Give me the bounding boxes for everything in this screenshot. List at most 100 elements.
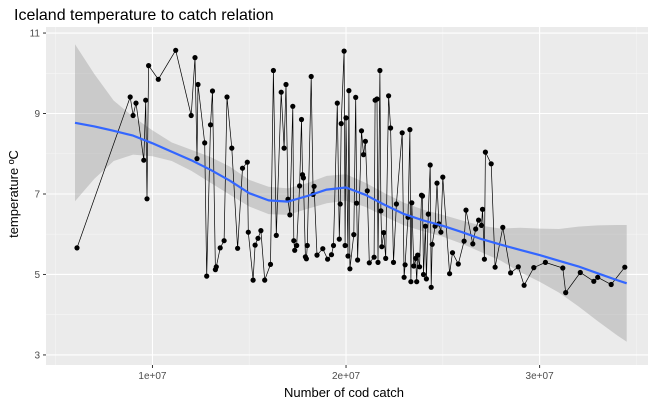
data-point bbox=[425, 211, 431, 217]
y-tick-label: 9 bbox=[34, 109, 40, 120]
data-point bbox=[290, 103, 296, 109]
data-point bbox=[304, 242, 310, 249]
data-point bbox=[542, 259, 549, 265]
data-point bbox=[377, 67, 383, 74]
data-point bbox=[492, 264, 498, 270]
data-point bbox=[461, 238, 467, 244]
data-point bbox=[303, 256, 309, 262]
data-point bbox=[250, 277, 256, 283]
data-point bbox=[328, 252, 335, 258]
data-point bbox=[294, 242, 300, 249]
data-point bbox=[74, 245, 80, 251]
data-point bbox=[414, 279, 420, 285]
data-point bbox=[204, 273, 210, 279]
data-point bbox=[342, 242, 348, 249]
data-point bbox=[224, 94, 230, 100]
data-point bbox=[420, 271, 427, 278]
data-point bbox=[577, 269, 583, 276]
y-tick-label: 7 bbox=[34, 189, 40, 200]
data-point bbox=[521, 282, 527, 288]
x-tick-label: 2e+07 bbox=[332, 371, 361, 382]
data-point bbox=[438, 229, 444, 235]
data-point bbox=[463, 207, 469, 213]
data-point bbox=[374, 96, 380, 102]
y-axis-title: temperature ºC bbox=[6, 150, 21, 238]
data-point bbox=[388, 125, 394, 131]
data-point bbox=[235, 245, 241, 251]
data-points-layer bbox=[74, 47, 628, 296]
data-point bbox=[591, 278, 597, 284]
data-point bbox=[500, 224, 506, 230]
data-point bbox=[378, 208, 384, 214]
data-point bbox=[337, 201, 343, 207]
data-point bbox=[298, 116, 305, 123]
x-tick-label: 3e+07 bbox=[526, 371, 555, 382]
data-point bbox=[449, 250, 456, 256]
data-point bbox=[351, 232, 357, 238]
data-point bbox=[144, 196, 150, 202]
data-point bbox=[595, 274, 601, 280]
data-point bbox=[447, 271, 453, 277]
data-point bbox=[608, 281, 614, 288]
data-point bbox=[273, 232, 279, 238]
data-point bbox=[364, 188, 370, 194]
data-point bbox=[244, 159, 250, 165]
data-point bbox=[428, 284, 434, 290]
data-point bbox=[320, 246, 326, 252]
data-point bbox=[563, 290, 569, 296]
data-point bbox=[283, 81, 289, 88]
data-point bbox=[347, 266, 353, 272]
data-point bbox=[194, 156, 200, 162]
y-axis-ticks: 3 5 7 9 11 bbox=[30, 29, 46, 361]
data-point bbox=[143, 97, 149, 103]
data-point bbox=[422, 223, 428, 229]
data-point bbox=[419, 193, 426, 199]
smooth-line-layer bbox=[74, 121, 628, 285]
data-point bbox=[346, 88, 352, 94]
data-point bbox=[371, 254, 377, 260]
data-point bbox=[209, 88, 216, 94]
data-point bbox=[141, 157, 147, 163]
x-tick-label: 1e+07 bbox=[138, 371, 167, 382]
data-point bbox=[560, 265, 566, 271]
data-point bbox=[393, 201, 399, 207]
data-point bbox=[381, 230, 387, 236]
data-point bbox=[213, 264, 219, 270]
data-point bbox=[287, 212, 293, 218]
data-point bbox=[330, 242, 337, 249]
data-point bbox=[173, 47, 179, 53]
data-point bbox=[360, 152, 367, 158]
data-point bbox=[130, 112, 136, 119]
data-point bbox=[478, 222, 485, 228]
data-point bbox=[455, 261, 461, 267]
data-point bbox=[221, 238, 227, 244]
data-point bbox=[127, 94, 133, 100]
grid-minor bbox=[46, 27, 648, 365]
data-point bbox=[314, 252, 320, 258]
data-point bbox=[334, 100, 340, 106]
data-point bbox=[255, 235, 261, 241]
data-point bbox=[515, 264, 521, 270]
data-point bbox=[202, 140, 208, 146]
data-point bbox=[217, 245, 223, 251]
data-point bbox=[415, 252, 421, 258]
data-point bbox=[262, 277, 268, 283]
data-point bbox=[353, 94, 359, 100]
data-point bbox=[482, 149, 488, 155]
data-point bbox=[281, 145, 287, 151]
data-point bbox=[407, 127, 413, 133]
data-point bbox=[252, 242, 258, 248]
data-point bbox=[379, 244, 385, 250]
data-point bbox=[434, 180, 440, 186]
data-point bbox=[476, 217, 482, 223]
data-point bbox=[429, 241, 435, 247]
data-point bbox=[300, 175, 306, 181]
data-point bbox=[473, 226, 479, 232]
x-axis-title: Number of cod catch bbox=[284, 385, 404, 400]
data-point bbox=[402, 262, 408, 268]
data-point bbox=[245, 229, 251, 235]
data-point bbox=[146, 63, 152, 69]
data-point bbox=[133, 100, 139, 106]
